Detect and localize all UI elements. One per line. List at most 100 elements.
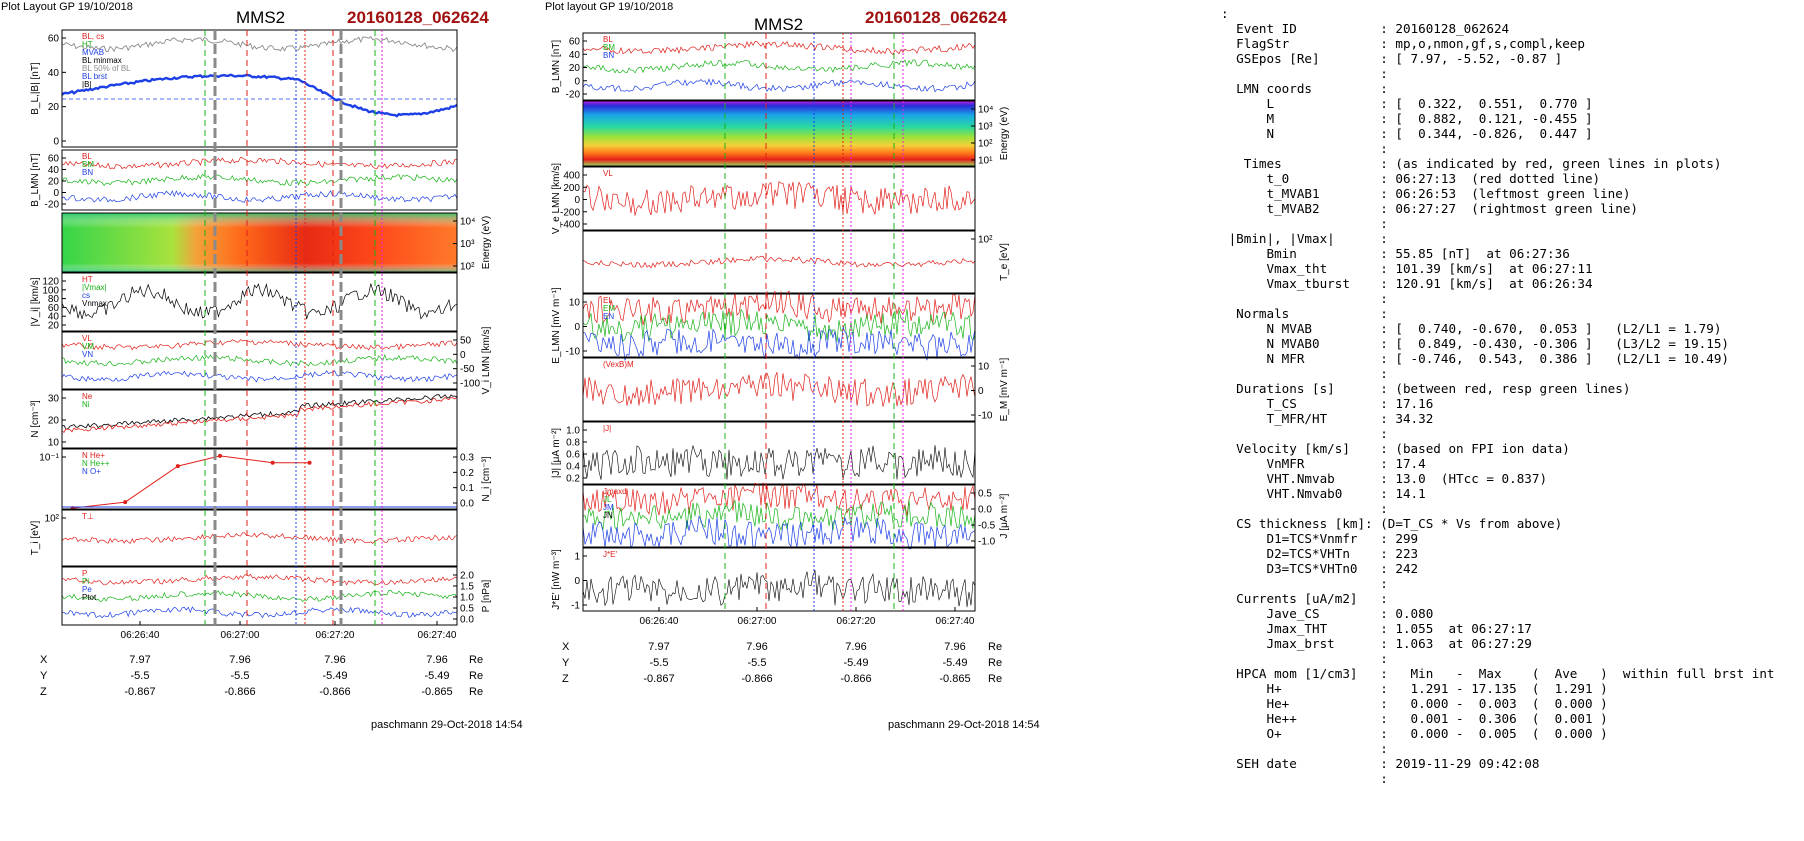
ephem-unit: Re <box>988 657 1002 669</box>
time-tick-label: 06:26:40 <box>640 616 679 627</box>
ephem-unit: Re <box>469 670 483 682</box>
left-event-title: 20160128_062624 <box>347 8 489 27</box>
panel-frame <box>61 566 458 626</box>
y-axis-label-right: J [μA m⁻²] <box>999 493 1010 538</box>
panel-frame <box>582 421 976 485</box>
tick-label-left: 30 <box>48 394 60 405</box>
legend-entry: EN <box>603 312 614 321</box>
tick-label-left: -200 <box>560 207 580 218</box>
ephem-value: -0.866 <box>840 673 871 685</box>
y-axis-label-right: V_i LMN [km/s] <box>481 326 492 394</box>
summary-line: Jmax_brst : 1.063 at 06:27:29 <box>1266 636 1532 651</box>
ephem-coord-label: X <box>40 654 48 666</box>
summary-line: L : [ 0.322, 0.551, 0.770 ] <box>1266 96 1593 111</box>
ephem-value: -0.866 <box>224 686 255 698</box>
tick-label-right: 2.0 <box>460 571 474 582</box>
summary-line: t_MVAB1 : 06:26:53 (leftmost green line) <box>1266 186 1631 201</box>
trace-e-2 <box>582 326 976 361</box>
summary-line: Currents [uA/m2] : <box>1236 591 1388 606</box>
panel-frame <box>61 212 458 273</box>
panel-frame <box>61 509 458 567</box>
tick-label-right: 10 <box>978 362 990 373</box>
trace-j <box>582 445 976 481</box>
ephem-value: -5.49 <box>322 670 347 682</box>
ephem-value: -5.49 <box>843 657 868 669</box>
legend-entry: JL <box>603 495 612 504</box>
ephem-value: -0.865 <box>421 686 452 698</box>
tick-label-left: 0 <box>574 576 580 587</box>
legend-entry: T⊥ <box>82 512 94 521</box>
trace-e-1 <box>582 308 976 342</box>
legend-entry: BL minmax <box>82 56 122 65</box>
trace-p-2 <box>61 606 458 619</box>
legend-entry: Vnmax <box>82 299 107 308</box>
summary-line: : <box>1380 66 1388 81</box>
spectrogram-image-overlay <box>62 213 457 272</box>
trace-blmn-2 <box>582 78 976 93</box>
tick-label-right: -100 <box>460 379 480 390</box>
trace-vilmn-0 <box>61 339 458 351</box>
legend-entry: EL <box>603 296 613 305</box>
legend-entry: BL, cs <box>82 32 104 41</box>
panel-frame <box>582 484 976 548</box>
y-axis-label: V_e LMN [km/s] <box>551 163 562 234</box>
ephem-unit: Re <box>469 654 483 666</box>
legend-entry: P <box>82 569 87 578</box>
legend-entry: Ni <box>82 400 90 409</box>
summary-line: : <box>1221 6 1229 21</box>
trace-em-0 <box>582 372 976 407</box>
tick-label-right: 0.3 <box>460 453 474 464</box>
ephem-value: 7.97 <box>129 654 150 666</box>
tick-label-left: 10 <box>48 438 60 449</box>
tick-label-left: -1 <box>571 601 580 612</box>
panel-nhpca: 10⁻¹ 0.3 0.2 0.1 0.0 N_i [cm⁻³] N He+N He++N O… <box>39 448 492 511</box>
summary-line: N MVAB0 : [ 0.849, -0.430, -0.306 ] (L3/… <box>1266 336 1729 351</box>
time-tick-label: 06:26:40 <box>121 630 160 641</box>
summary-line: O+ : 0.000 - 0.005 ( 0.000 ) <box>1266 726 1608 741</box>
panel-ti: 10² T_i [eV] T⊥ <box>30 509 458 567</box>
trace-vilmn-2 <box>61 370 458 383</box>
ephemeris-table: X 7.97 7.96 7.96 7.96 Re Y -5.5 -5.5 -5.49 -5.49 Re… <box>562 641 1002 685</box>
tick-label-left: 400 <box>563 171 580 182</box>
tick-label-right: 10² <box>978 139 993 150</box>
trace-p-0 <box>61 573 458 586</box>
panel-frame <box>61 331 458 390</box>
summary-line: D1=TCS*Vnmfr : 299 <box>1266 531 1419 546</box>
ephem-value: -0.867 <box>124 686 155 698</box>
right-event-title: 20160128_062624 <box>865 8 1007 27</box>
right-footer: paschmann 29-Oct-2018 14:54 <box>888 719 1040 731</box>
tick-label-left: 40 <box>48 165 60 176</box>
tick-label-right: 0.5 <box>978 489 992 500</box>
legend-entry: BL <box>603 35 613 44</box>
trace-bl-brst <box>61 73 458 118</box>
panel-te: 10² T_e [eV] <box>582 230 1010 294</box>
panel-frame <box>582 100 976 167</box>
summary-line: N MFR : [ -0.746, 0.543, 0.386 ] (L2/L1 … <box>1266 351 1729 366</box>
tick-label-right: 0 <box>978 386 984 397</box>
tick-label-right: 0.0 <box>460 615 474 626</box>
y-axis-label: |J| [μA m⁻²] <box>551 428 562 478</box>
tick-label-right: 0 <box>460 350 466 361</box>
y-axis-label-right: E_M [mV m⁻¹] <box>999 357 1010 421</box>
legend-entry: |B| <box>82 80 92 89</box>
ephem-value: -5.5 <box>231 670 250 682</box>
ephem-value: 7.96 <box>229 654 250 666</box>
tick-label-right: 1.0 <box>460 593 474 604</box>
summary-line: H+ : 1.291 - 17.135 ( 1.291 ) <box>1266 681 1608 696</box>
summary-line: LMN coords : <box>1236 81 1388 96</box>
legend-entry: BN <box>82 168 93 177</box>
trace-jlmn-2 <box>582 515 976 550</box>
trace-bmag <box>61 35 458 53</box>
tick-label-right: 0.5 <box>460 604 474 615</box>
he-plus-plus-point <box>307 460 312 465</box>
tick-label-left: 0 <box>53 137 59 148</box>
panel-frame <box>61 448 458 510</box>
trace-te-0 <box>582 255 976 269</box>
tick-label-right: -50 <box>460 364 475 375</box>
tick-label-left: 60 <box>48 154 60 165</box>
panel-frame <box>61 272 458 332</box>
tick-label-left: 0.4 <box>566 462 580 473</box>
